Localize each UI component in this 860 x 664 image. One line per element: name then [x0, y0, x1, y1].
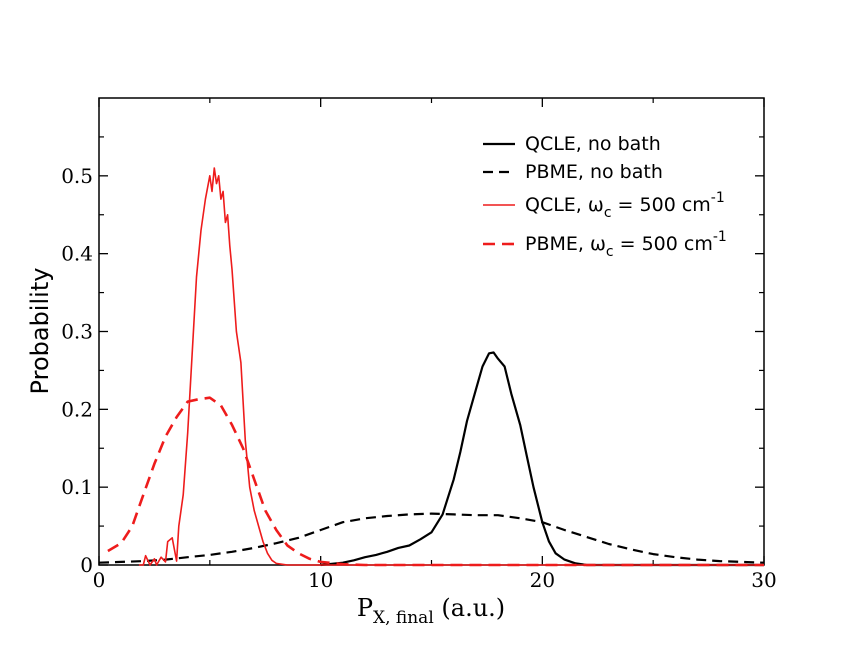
y-tick-label: 0.2	[61, 397, 93, 421]
y-tick-label: 0.1	[61, 475, 93, 499]
tick-labels: 0 10 20 30 0 0.1 0.2 0.3 0.4 0.5	[61, 164, 777, 592]
legend-label-3: QCLE, ωc = 500 cm-1	[525, 190, 725, 221]
legend-label-2: PBME, no bath	[525, 161, 663, 183]
legend-label-subscript: c	[604, 205, 612, 221]
legend-label-text: PBME, ω	[525, 233, 606, 255]
x-tick-label: 0	[93, 568, 106, 592]
plot-frame	[98, 97, 765, 566]
plot-curves	[98, 167, 765, 567]
legend-label-text-2: = 500 cm	[614, 233, 713, 255]
legend-label-superscript: -1	[711, 190, 725, 206]
x-tick-label: 30	[751, 568, 776, 592]
x-axis-title-sub: X, final	[373, 608, 434, 628]
legend-label-subscript: c	[606, 244, 614, 260]
y-tick-label: 0	[80, 553, 93, 577]
y-tick-label: 0.4	[61, 242, 93, 266]
legend-label-text: PBME, no bath	[525, 161, 663, 183]
axis-ticks	[98, 98, 765, 566]
x-axis-title-suffix: (a.u.)	[434, 594, 505, 622]
series-line-4	[107, 396, 764, 567]
legend-label-text-2: = 500 cm	[612, 194, 711, 216]
legend-label-4: PBME, ωc = 500 cm-1	[525, 229, 727, 260]
y-tick-label: 0.5	[61, 164, 93, 188]
series-line-1	[320, 351, 764, 567]
x-tick-label: 10	[308, 568, 333, 592]
x-tick-label: 20	[530, 568, 555, 592]
x-axis-title-main: P	[357, 594, 373, 622]
legend-label-text: QCLE, no bath	[525, 133, 661, 155]
x-axis-title: PX, final (a.u.)	[357, 594, 505, 628]
legend-label-text: QCLE, ω	[525, 194, 604, 216]
series-line-3	[138, 167, 764, 566]
y-tick-label: 0.3	[61, 320, 93, 344]
legend-label-superscript: -1	[713, 229, 727, 245]
series-line-2	[98, 512, 765, 564]
legend-label-1: QCLE, no bath	[525, 133, 661, 155]
y-axis-title: Probability	[26, 268, 54, 395]
